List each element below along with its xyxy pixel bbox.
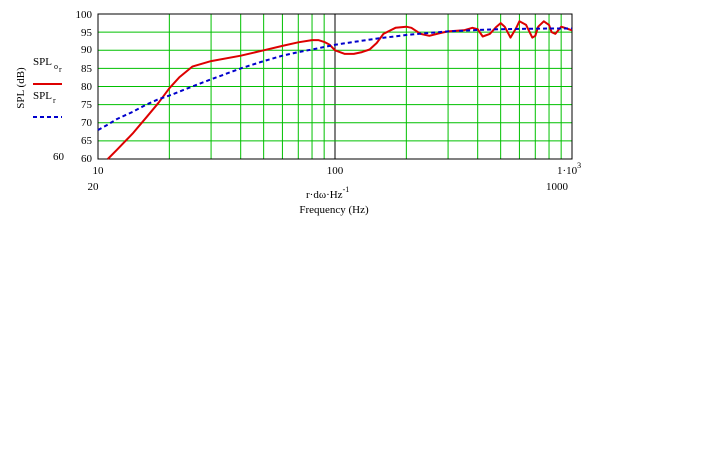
y-tick-label-75: 75: [81, 99, 93, 111]
legend-label-spl-or-name: SPL: [33, 56, 52, 68]
y-tick-labels: 100 95 90 85 80 75 70 65 60 60: [53, 9, 93, 165]
y-tick-label-90: 90: [81, 44, 93, 56]
plot-frame: [97, 13, 573, 160]
legend-label-spl-or-sub: o: [54, 62, 58, 71]
legend-label-spl-r: SPLr: [33, 90, 56, 105]
x-axis-label: Frequency (Hz): [299, 204, 369, 216]
x-tick-label-1e3-base: 1·10: [557, 165, 578, 177]
x-axis-expression-base: r·dω·Hz: [306, 189, 343, 201]
series-line-spl-or: [107, 20, 573, 160]
x-max-label: 1000: [546, 181, 569, 193]
legend-label-spl-r-name: SPL: [33, 90, 52, 102]
series-layer: [97, 20, 573, 160]
x-tick-labels: 10 100 1·103 20 1000: [88, 161, 582, 193]
y-min-label: 60: [53, 151, 65, 163]
x-min-label: 20: [88, 181, 100, 193]
x-tick-label-100: 100: [327, 165, 344, 177]
legend: SPL or SPLr: [33, 56, 62, 118]
x-tick-label-1e3: 1·103: [557, 161, 581, 177]
x-tick-label-1e3-exp: 3: [577, 161, 581, 170]
y-tick-label-65: 65: [81, 135, 93, 147]
y-tick-label-60: 60: [81, 153, 93, 165]
x-axis-expression: r·dω·Hz-1: [306, 185, 349, 201]
grid-layer: [98, 14, 572, 159]
y-tick-label-70: 70: [81, 117, 93, 129]
y-tick-label-100: 100: [76, 9, 93, 21]
y-tick-label-85: 85: [81, 63, 93, 75]
y-tick-label-80: 80: [81, 81, 93, 93]
x-tick-label-10: 10: [93, 165, 105, 177]
legend-label-spl-r-sub: r: [53, 96, 56, 105]
x-axis-expression-exp: -1: [343, 185, 350, 194]
legend-label-spl-or-subsub: r: [59, 65, 62, 74]
y-tick-label-95: 95: [81, 27, 93, 39]
y-axis-label: SPL (dB): [15, 67, 27, 109]
legend-label-spl-or: SPL or: [33, 56, 62, 74]
